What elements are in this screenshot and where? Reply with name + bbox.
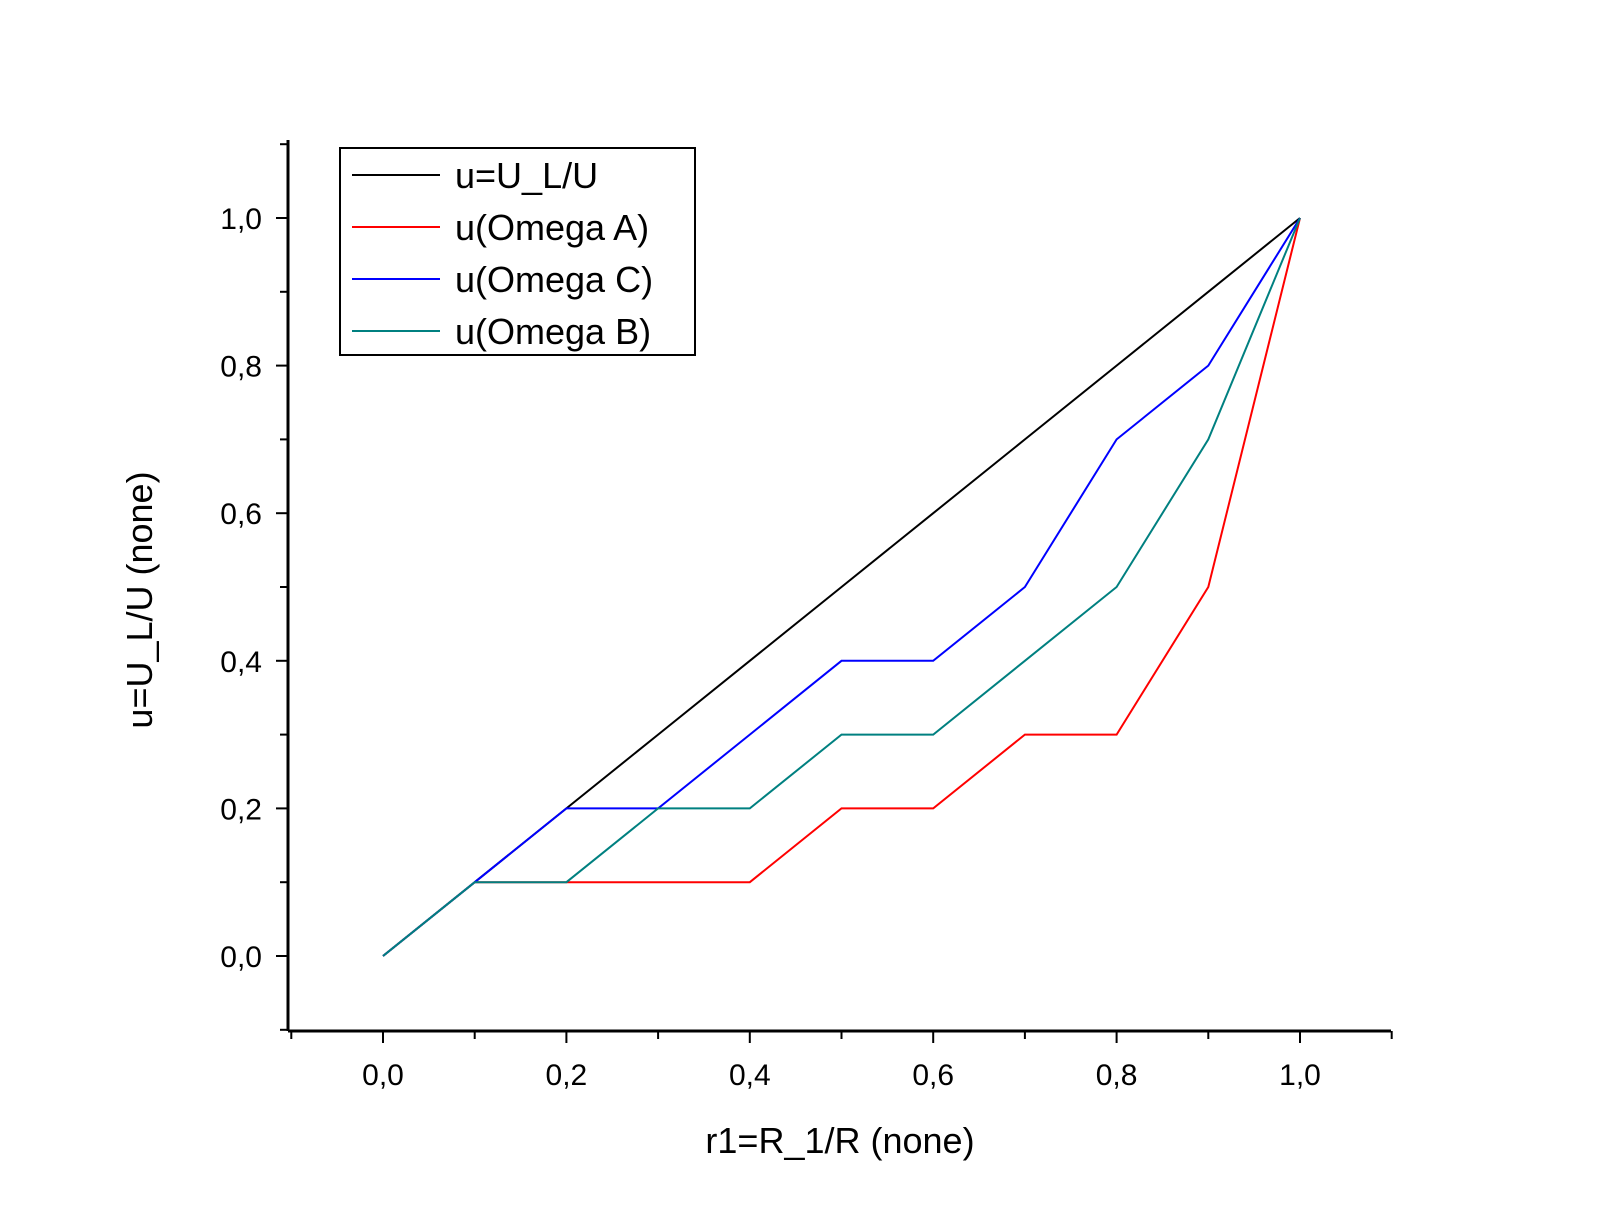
y-tick-label: 0,8 xyxy=(220,351,262,384)
y-ticks: 0,0 0,2 0,4 0,6 0,8 1,0 xyxy=(220,143,288,1031)
y-tick-label: 1,0 xyxy=(220,203,262,236)
x-tick-label: 0,4 xyxy=(729,1059,771,1092)
series-line-u-omega-b xyxy=(382,217,1301,957)
y-tick-label: 0,2 xyxy=(220,793,262,826)
x-tick-label: 0,8 xyxy=(1096,1059,1138,1092)
x-tick-label: 0,2 xyxy=(546,1059,588,1092)
y-axis-title: u=U_L/U (none) xyxy=(119,471,160,728)
x-axis-title: r1=R_1/R (none) xyxy=(705,1120,974,1161)
legend-label: u(Omega C) xyxy=(455,259,653,300)
legend: u=U_L/U u(Omega A) u(Omega C) u(Omega B) xyxy=(339,147,696,356)
legend-box xyxy=(339,147,696,356)
x-tick-label: 1,0 xyxy=(1279,1059,1321,1092)
y-tick-label: 0,4 xyxy=(220,646,262,679)
x-tick-label: 0,0 xyxy=(362,1059,404,1092)
y-tick-label: 0,6 xyxy=(220,498,262,531)
y-tick-label: 0,0 xyxy=(220,941,262,974)
x-tick-label: 0,6 xyxy=(912,1059,954,1092)
legend-label: u=U_L/U xyxy=(455,155,598,196)
legend-label: u(Omega B) xyxy=(455,311,651,352)
series-line-u-omega-c xyxy=(382,217,1301,957)
x-ticks: 0,0 0,2 0,4 0,6 0,8 1,0 xyxy=(290,1031,1393,1092)
series-lines xyxy=(382,217,1301,957)
legend-label: u(Omega A) xyxy=(455,207,649,248)
